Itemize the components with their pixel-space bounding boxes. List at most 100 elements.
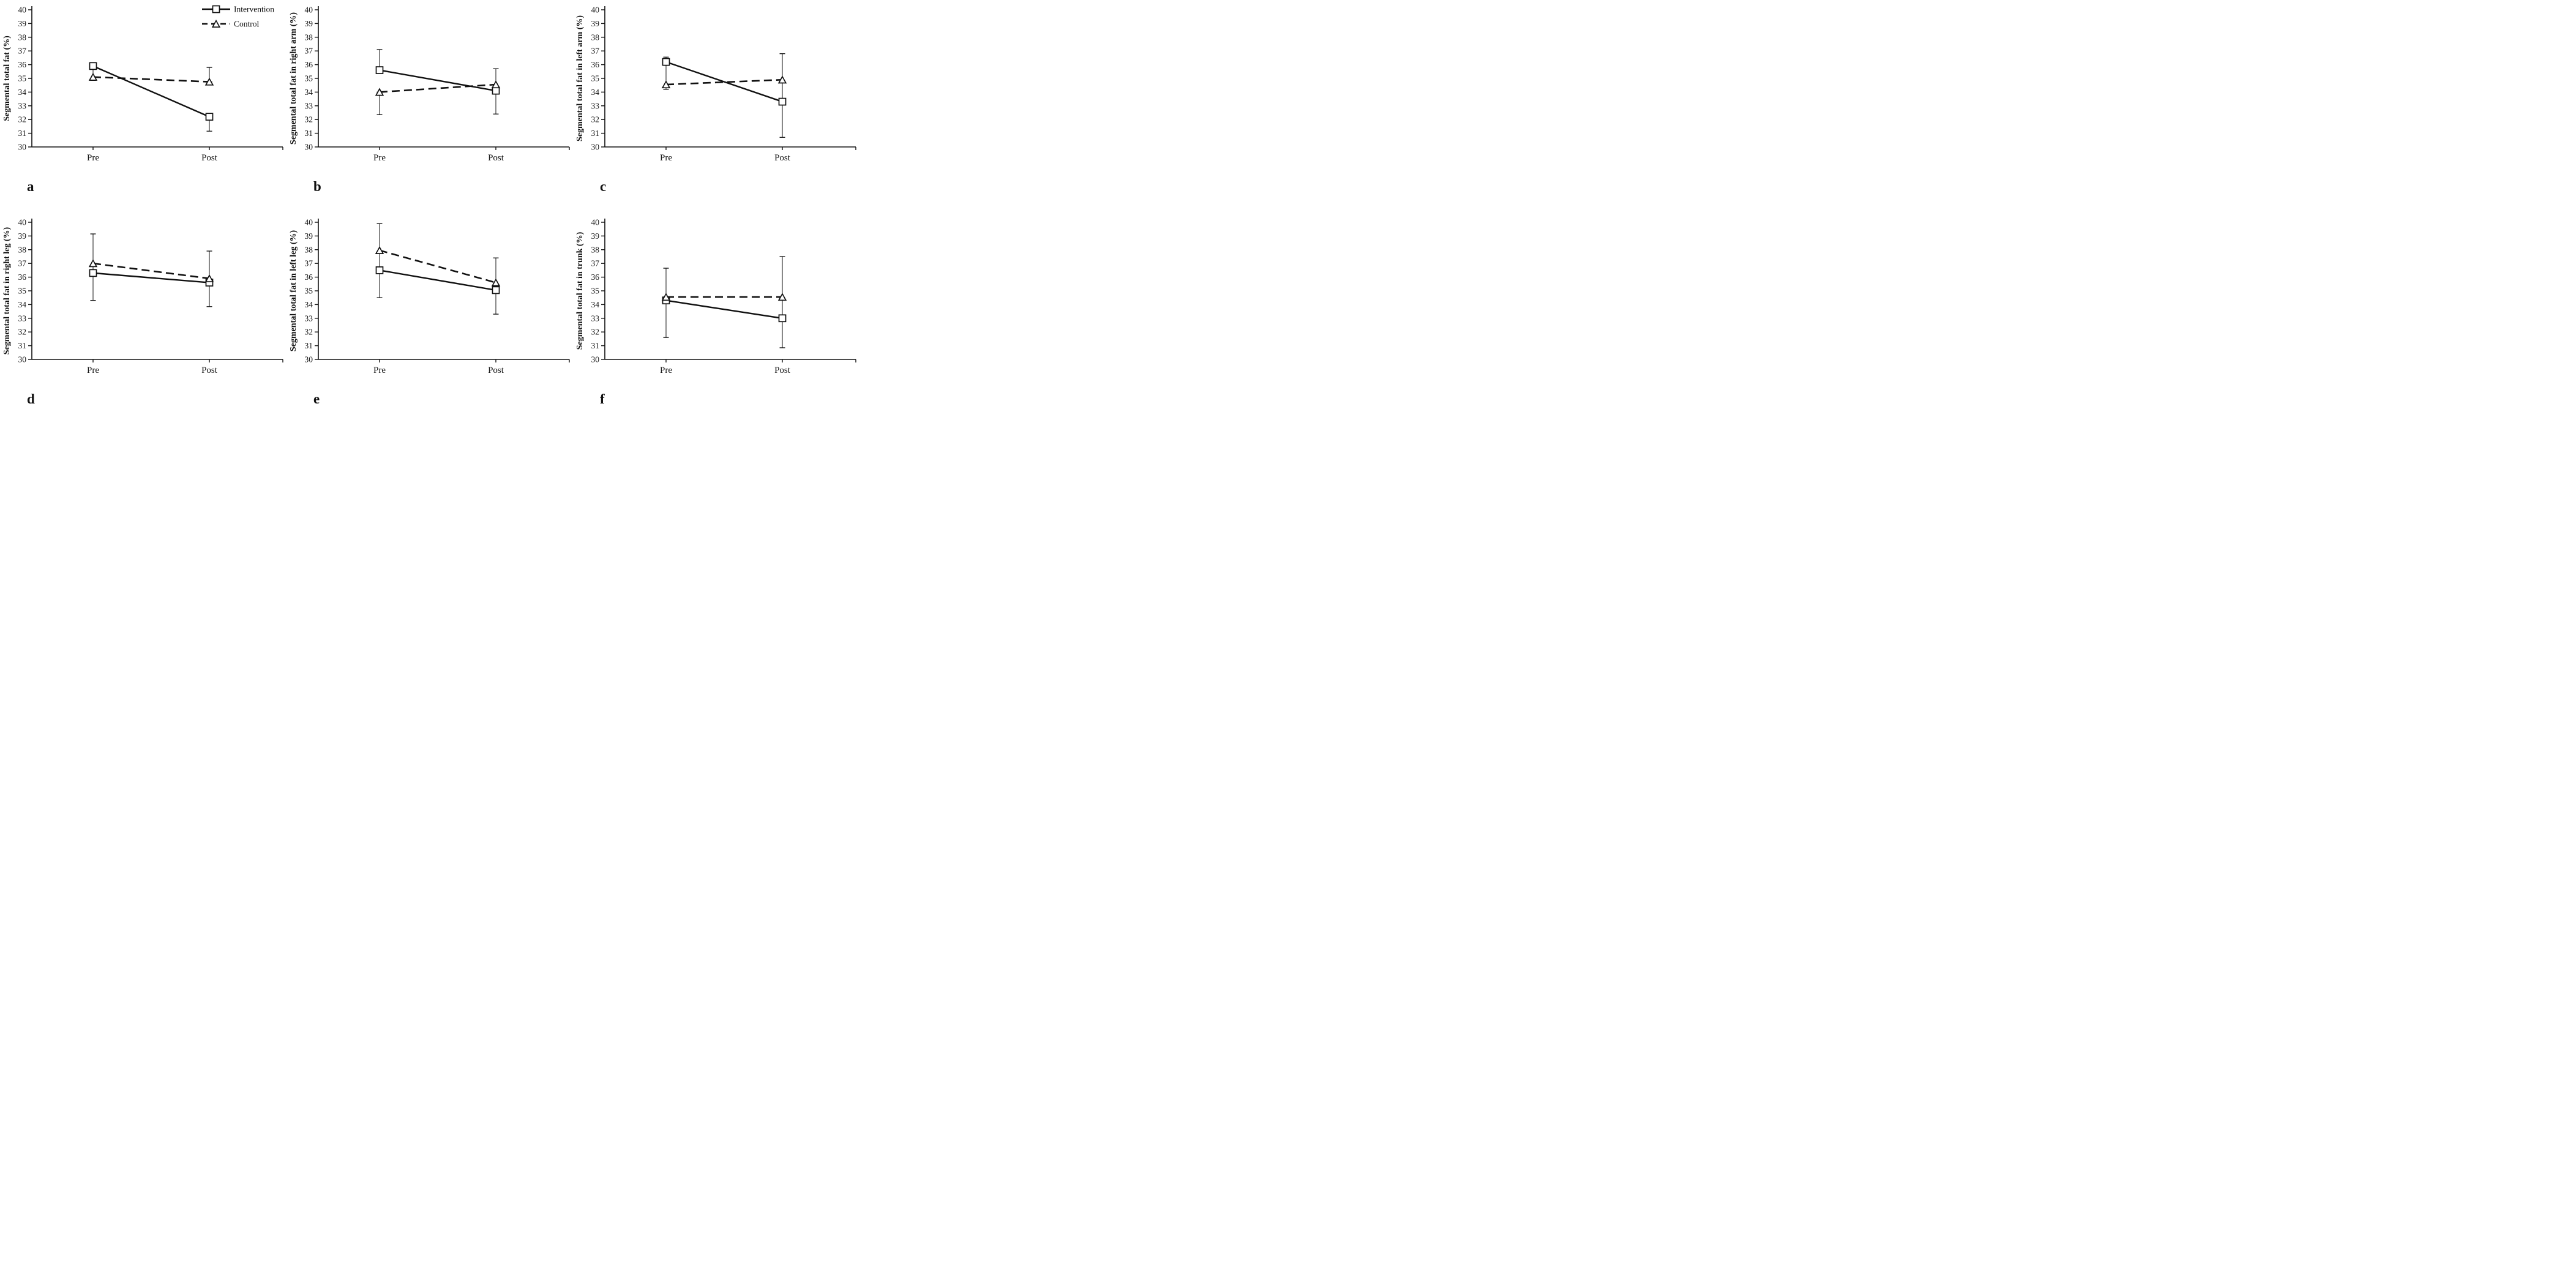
six-panel-segmental-fat-figure: 30 31 32 33 34 35 36 37 38 39 40 Pre Post Segmental t… [0, 0, 859, 426]
y-tick-label: 38 [18, 245, 27, 254]
y-tick-label: 37 [591, 47, 600, 56]
marker-square [492, 286, 500, 295]
y-tick-label: 37 [18, 47, 27, 56]
y-tick-label: 31 [305, 341, 313, 350]
marker-triangle [491, 80, 501, 89]
error-bar-intervention-post [779, 256, 785, 348]
y-tick-label: 37 [305, 259, 313, 268]
y-tick-label: 36 [591, 60, 600, 69]
y-tick-label: 33 [591, 101, 600, 110]
marker-triangle [491, 278, 501, 287]
legend-item-intervention: Intervention [202, 5, 274, 14]
marker-triangle [375, 88, 384, 96]
marker-triangle [204, 274, 214, 282]
x-category-label: Pre [660, 366, 672, 375]
y-tick-label: 40 [591, 218, 600, 227]
error-bar-intervention-pre [376, 223, 383, 298]
x-category-label: Pre [373, 153, 386, 163]
y-tick-label: 32 [18, 115, 27, 124]
series-line-intervention [379, 269, 496, 291]
chart-b: 30 31 32 33 34 35 36 37 38 39 40 Pre Post Segmental t… [289, 6, 570, 194]
x-category-label: Post [488, 366, 504, 375]
x-category-label: Post [201, 366, 218, 375]
y-tick-label: 37 [305, 47, 313, 56]
legend-marker-triangle-icon [211, 20, 221, 28]
marker-square [89, 269, 97, 277]
y-tick-label: 34 [591, 300, 600, 309]
marker-triangle [88, 72, 98, 81]
y-tick-label: 33 [18, 101, 27, 110]
y-tick-label: 30 [591, 355, 600, 364]
marker-triangle [88, 259, 98, 268]
marker-square [662, 58, 670, 66]
y-tick-label: 37 [591, 259, 600, 268]
chart-f: 30 31 32 33 34 35 36 37 38 39 40 Pre Post Segmental t… [575, 218, 856, 407]
legend-label: Intervention [234, 5, 274, 14]
y-tick-label: 31 [591, 129, 600, 138]
y-tick-label: 35 [18, 74, 27, 83]
legend-item-control: Control [202, 20, 260, 29]
y-axis-title: Segmental total fat (%) [2, 36, 12, 121]
marker-triangle [661, 80, 671, 89]
y-tick-label: 39 [305, 19, 313, 28]
marker-square [778, 314, 787, 323]
y-tick-label: 39 [18, 19, 27, 28]
panel-letter: c [600, 179, 606, 194]
y-tick-label: 32 [305, 115, 313, 124]
y-tick-label: 32 [591, 328, 600, 337]
panel-c: 30 31 32 33 34 35 36 37 38 39 40 Pre Post Segmental t… [573, 0, 859, 212]
y-tick-label: 34 [18, 300, 27, 309]
panel-letter: e [313, 391, 320, 407]
y-tick-label: 35 [305, 74, 313, 83]
y-tick-label: 33 [18, 313, 27, 323]
marker-triangle [777, 75, 787, 84]
x-category-label: Pre [373, 366, 386, 375]
legend: Intervention Control [202, 5, 274, 29]
y-tick-label: 32 [18, 328, 27, 337]
x-category-label: Pre [87, 153, 99, 163]
chart-c: 30 31 32 33 34 35 36 37 38 39 40 Pre Post Segmental t… [575, 6, 856, 194]
y-tick-label: 40 [18, 6, 27, 15]
x-category-label: Pre [660, 153, 672, 163]
y-tick-label: 39 [591, 19, 600, 28]
series-line-intervention [92, 65, 210, 118]
chart-d: 30 31 32 33 34 35 36 37 38 39 40 Pre Post Segmental t… [2, 218, 283, 407]
y-tick-label: 36 [305, 272, 313, 282]
y-tick-label: 30 [305, 143, 313, 152]
y-tick-label: 40 [305, 218, 313, 227]
y-tick-label: 38 [591, 32, 600, 42]
series-line-control [379, 83, 496, 93]
y-tick-label: 34 [305, 300, 313, 309]
marker-square [492, 86, 500, 95]
x-category-label: Pre [87, 366, 99, 375]
panel-a: 30 31 32 33 34 35 36 37 38 39 40 Pre Post Segmental t… [0, 0, 286, 212]
series-line-control [92, 76, 210, 83]
series-line-control [379, 249, 496, 283]
marker-square [89, 62, 97, 70]
y-tick-label: 38 [305, 245, 313, 254]
x-category-label: Post [774, 153, 791, 163]
y-tick-label: 36 [18, 60, 27, 69]
y-tick-label: 38 [18, 32, 27, 42]
panel-e: 30 31 32 33 34 35 36 37 38 39 40 Pre Post Segmental t… [286, 212, 573, 425]
y-tick-label: 38 [305, 32, 313, 42]
y-tick-label: 36 [591, 272, 600, 282]
y-tick-label: 40 [18, 218, 27, 227]
marker-triangle [777, 293, 787, 301]
panel-d: 30 31 32 33 34 35 36 37 38 39 40 Pre Post Segmental t… [0, 212, 286, 425]
y-tick-label: 40 [591, 6, 600, 15]
panel-f: 30 31 32 33 34 35 36 37 38 39 40 Pre Post Segmental t… [573, 212, 859, 425]
y-tick-label: 39 [591, 231, 600, 241]
y-axis-title: Segmental total fat in right leg (%) [2, 227, 12, 355]
legend-marker-square-icon [212, 5, 220, 13]
y-tick-label: 35 [305, 287, 313, 296]
y-tick-label: 30 [18, 143, 27, 152]
y-tick-label: 33 [305, 313, 313, 323]
marker-square [375, 66, 384, 74]
marker-square [375, 266, 384, 274]
error-bar-intervention-pre [90, 233, 96, 301]
y-tick-label: 32 [591, 115, 600, 124]
series-line-intervention [665, 299, 783, 319]
y-tick-label: 31 [18, 341, 27, 350]
y-tick-label: 38 [591, 245, 600, 254]
